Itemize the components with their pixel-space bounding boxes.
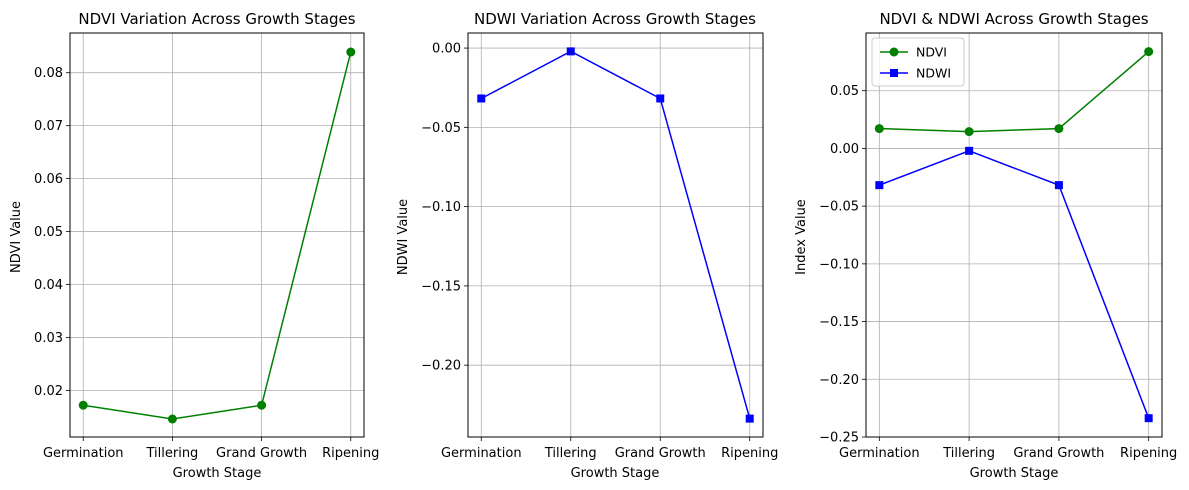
y-tick-label: −0.10 xyxy=(819,257,859,272)
data-point xyxy=(477,94,486,103)
data-point xyxy=(167,414,177,424)
data-point xyxy=(656,94,665,103)
x-tick-label: Grand Growth xyxy=(1013,446,1104,461)
data-point xyxy=(874,124,884,134)
data-point xyxy=(1054,124,1064,134)
data-point xyxy=(257,400,267,410)
y-tick-label: 0.05 xyxy=(830,84,859,99)
series-line xyxy=(480,50,751,419)
x-axis-label: Growth Stage xyxy=(970,466,1059,481)
legend: NDVI NDWI xyxy=(871,37,965,87)
y-tick-label: −0.20 xyxy=(819,373,859,388)
x-tick-label: Tillering xyxy=(145,446,198,461)
y-tick-label: −0.15 xyxy=(421,279,461,294)
combined-chart: NDVI & NDWI Across Growth Stages Growth … xyxy=(794,10,1177,481)
ndwi-chart: NDWI Variation Across Growth Stages Grow… xyxy=(396,10,778,481)
x-tick-label: Ripening xyxy=(322,446,379,461)
y-axis-label: NDVI Value xyxy=(9,201,24,273)
chart-title: NDVI & NDWI Across Growth Stages xyxy=(879,10,1148,28)
x-tick-label: Tillering xyxy=(942,446,995,461)
y-tick-label: −0.25 xyxy=(819,431,859,446)
y-tick-label: 0.06 xyxy=(34,172,63,187)
y-tick-label: 0.00 xyxy=(830,142,859,157)
data-point xyxy=(964,127,974,137)
x-tick-label: Tillering xyxy=(544,446,597,461)
y-tick-label: 0.08 xyxy=(34,66,63,81)
x-tick-label: Grand Growth xyxy=(615,446,706,461)
x-tick-label: Grand Growth xyxy=(216,446,307,461)
legend-marker xyxy=(889,47,899,57)
y-tick-label: 0.03 xyxy=(34,331,63,346)
x-tick-label: Germination xyxy=(441,446,522,461)
chart-title: NDVI Variation Across Growth Stages xyxy=(78,10,355,28)
x-tick-label: Germination xyxy=(43,446,124,461)
legend-marker xyxy=(890,69,898,77)
x-tick-label: Ripening xyxy=(1120,446,1177,461)
data-point xyxy=(965,146,974,155)
y-tick-label: 0.05 xyxy=(34,225,63,240)
data-point xyxy=(1054,181,1063,190)
data-point xyxy=(346,47,356,57)
x-tick-label: Germination xyxy=(839,446,920,461)
data-point xyxy=(1144,47,1154,57)
ndvi-chart: NDVI Variation Across Growth Stages Grow… xyxy=(9,10,379,481)
series-line xyxy=(879,150,1150,419)
data-point xyxy=(745,414,754,423)
y-tick-label: 0.07 xyxy=(34,119,63,134)
y-tick-label: 0.00 xyxy=(432,42,461,57)
y-axis-label: NDWI Value xyxy=(396,199,411,275)
y-tick-label: 0.04 xyxy=(34,278,63,293)
y-tick-label: −0.15 xyxy=(819,315,859,330)
data-point xyxy=(875,181,884,190)
plot-frame xyxy=(69,32,365,438)
series-line xyxy=(879,51,1150,133)
x-axis-label: Growth Stage xyxy=(173,466,262,481)
legend-label: NDVI xyxy=(916,45,947,60)
x-tick-label: Ripening xyxy=(721,446,778,461)
plot-frame xyxy=(865,32,1163,438)
y-tick-label: −0.05 xyxy=(421,121,461,136)
data-point xyxy=(1144,414,1153,423)
y-tick-label: −0.20 xyxy=(421,359,461,374)
y-tick-label: −0.10 xyxy=(421,200,461,215)
legend-label: NDWI xyxy=(916,66,951,81)
data-point xyxy=(566,47,575,56)
y-tick-label: 0.02 xyxy=(34,384,63,399)
y-tick-label: −0.05 xyxy=(819,200,859,215)
chart-title: NDWI Variation Across Growth Stages xyxy=(474,10,756,28)
y-axis-label: Index Value xyxy=(794,199,809,275)
plot-frame xyxy=(467,32,764,438)
data-point xyxy=(78,400,88,410)
x-axis-label: Growth Stage xyxy=(571,466,660,481)
series-line xyxy=(83,51,352,420)
